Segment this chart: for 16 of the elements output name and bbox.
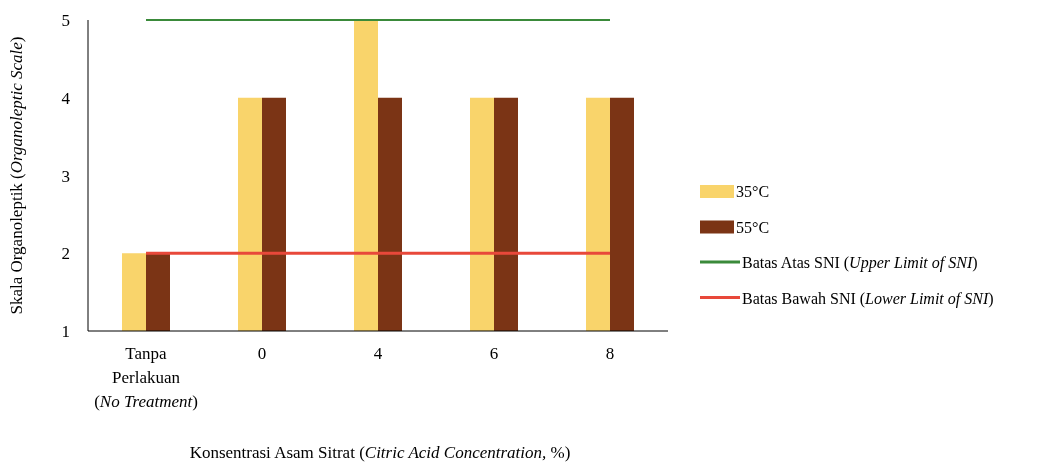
legend-label: Batas Atas SNI (Upper Limit of SNI) [742,254,978,272]
legend-label: Batas Bawah SNI (Lower Limit of SNI) [742,289,994,308]
y-tick-label: 1 [61,322,70,341]
legend-label: 55°C [736,218,770,236]
y-tick-label: 3 [61,166,70,186]
legend-label: 35°C [736,183,770,200]
x-tick-label: 0 [257,344,267,363]
y-tick-label: 2 [61,244,70,264]
x-axis-title: Konsentrasi Asam Sitrat (Citric Acid Concentration, %) [189,443,571,462]
y-tick-label: 4 [61,88,71,108]
x-tick-label: Tanpa Perlakuan (No Treatment) [94,344,198,411]
y-axis-title: Skala Organoleptik (Organoleptic Scale) [7,36,26,315]
y-tick-label: 5 [61,11,70,30]
x-tick-label: 4 [373,344,383,363]
x-tick-label: 8 [605,344,615,363]
x-tick-label: 6 [489,344,499,363]
